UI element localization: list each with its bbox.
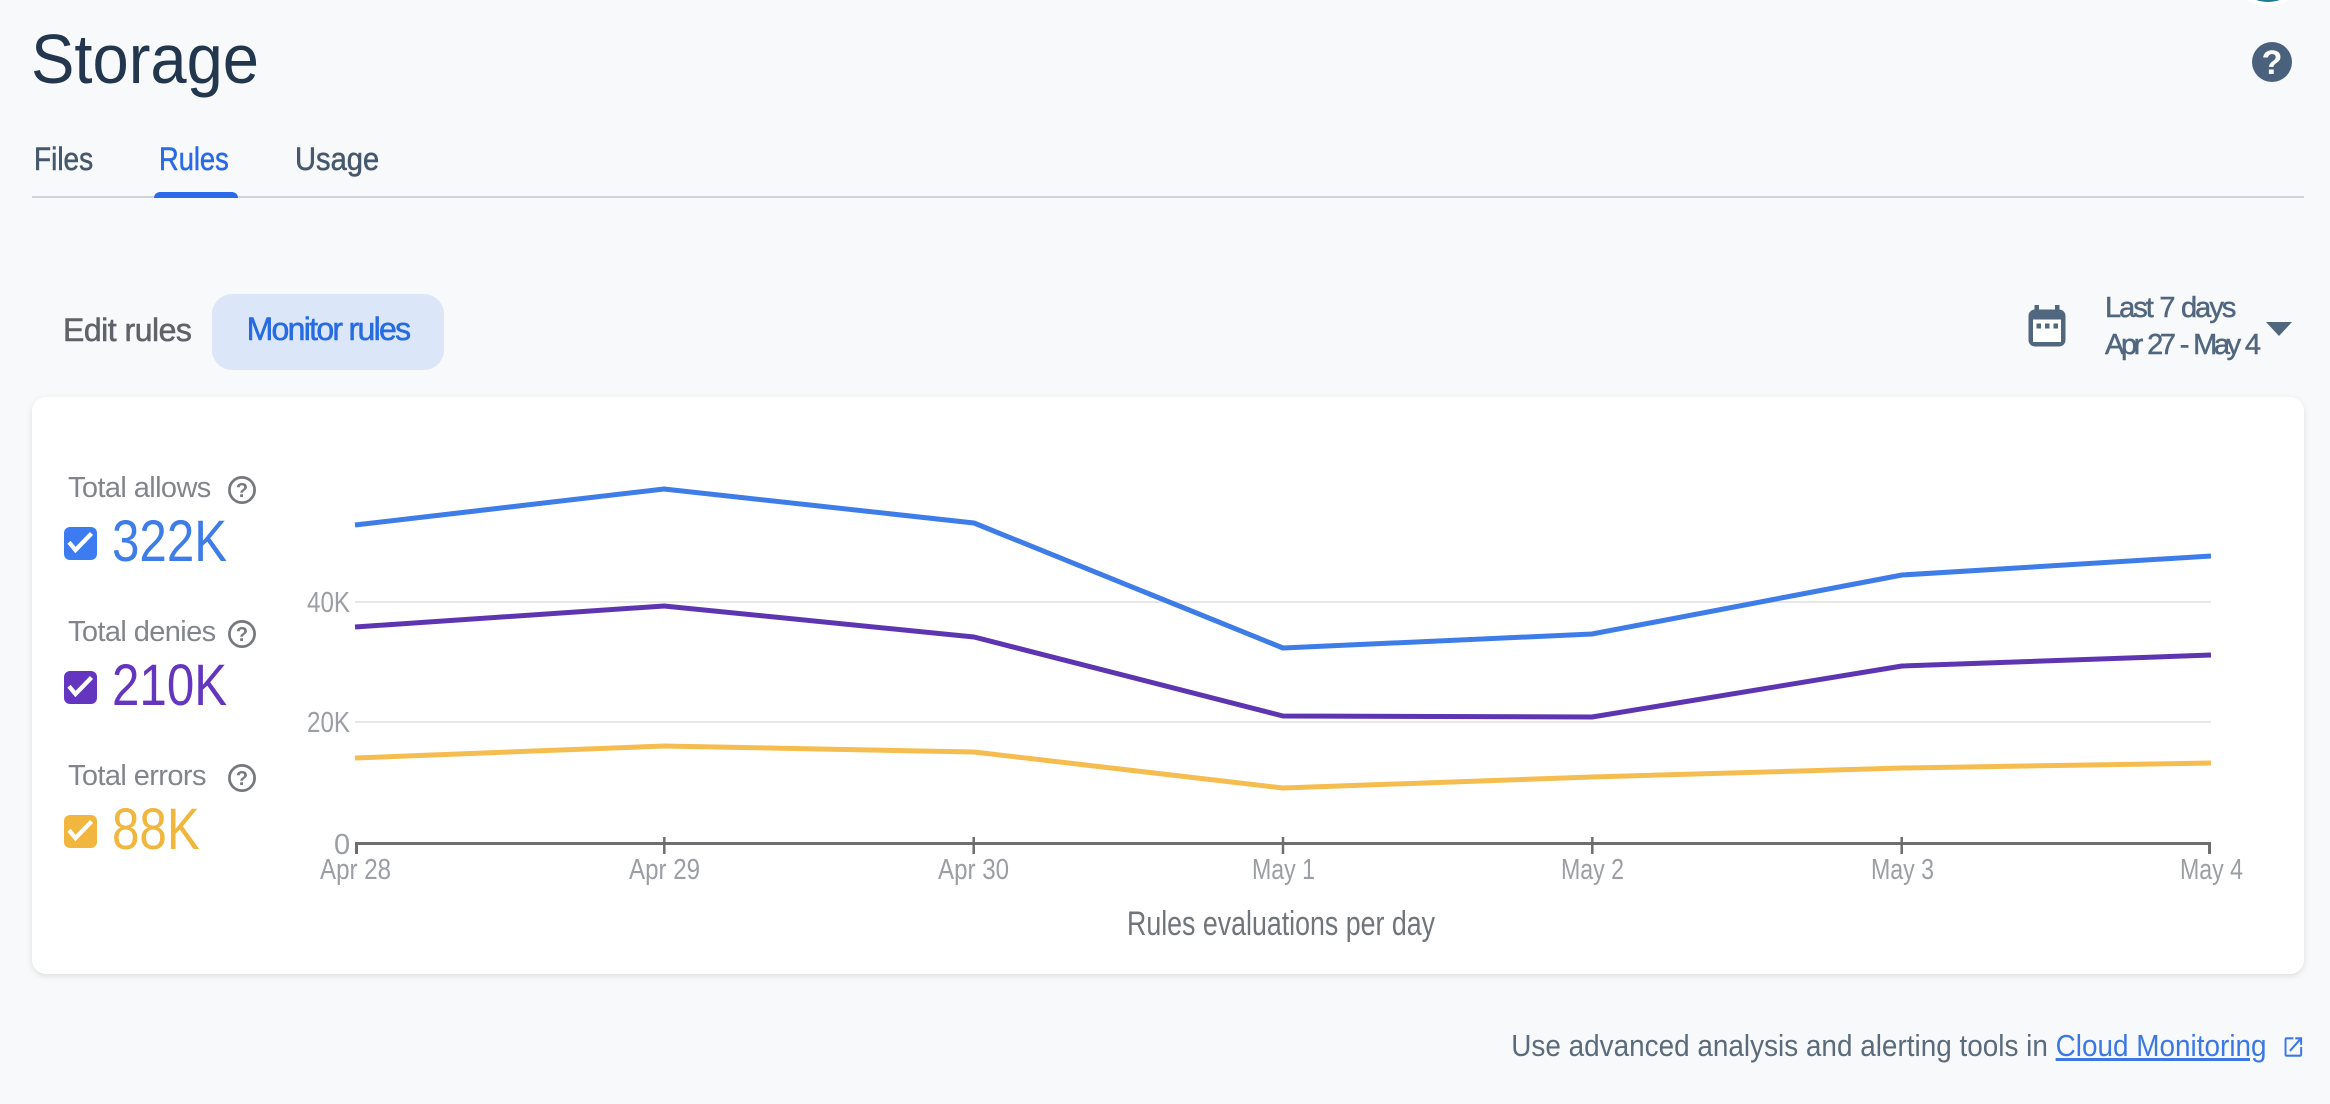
svg-text:?: ? [236,768,248,790]
svg-text:?: ? [236,480,248,502]
svg-text:?: ? [236,624,248,646]
